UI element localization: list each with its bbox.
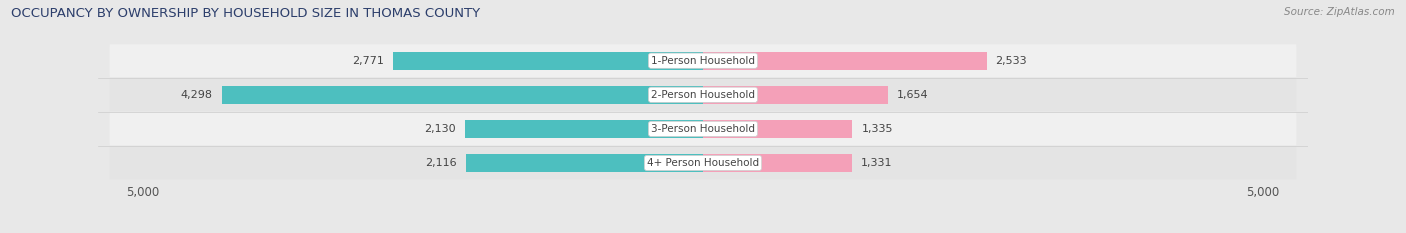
Text: OCCUPANCY BY OWNERSHIP BY HOUSEHOLD SIZE IN THOMAS COUNTY: OCCUPANCY BY OWNERSHIP BY HOUSEHOLD SIZE…	[11, 7, 481, 20]
Text: 3-Person Household: 3-Person Household	[651, 124, 755, 134]
FancyBboxPatch shape	[110, 79, 1296, 111]
Bar	[222, 86, 703, 104]
Bar	[392, 52, 703, 70]
FancyBboxPatch shape	[110, 44, 1296, 77]
Text: Source: ZipAtlas.com: Source: ZipAtlas.com	[1284, 7, 1395, 17]
Text: 2,771: 2,771	[352, 56, 384, 66]
Text: 1,654: 1,654	[897, 90, 929, 100]
Bar	[703, 154, 852, 172]
Text: 4,298: 4,298	[181, 90, 212, 100]
FancyBboxPatch shape	[110, 113, 1296, 145]
Bar	[703, 52, 987, 70]
Bar	[464, 120, 703, 138]
Bar	[467, 154, 703, 172]
Text: 2,533: 2,533	[995, 56, 1028, 66]
Text: 2-Person Household: 2-Person Household	[651, 90, 755, 100]
Bar	[703, 120, 852, 138]
Text: 2,130: 2,130	[425, 124, 456, 134]
Text: 1,331: 1,331	[860, 158, 893, 168]
Text: 4+ Person Household: 4+ Person Household	[647, 158, 759, 168]
Text: 2,116: 2,116	[426, 158, 457, 168]
Text: 1-Person Household: 1-Person Household	[651, 56, 755, 66]
FancyBboxPatch shape	[110, 147, 1296, 179]
Text: 1,335: 1,335	[862, 124, 893, 134]
Bar	[703, 86, 889, 104]
